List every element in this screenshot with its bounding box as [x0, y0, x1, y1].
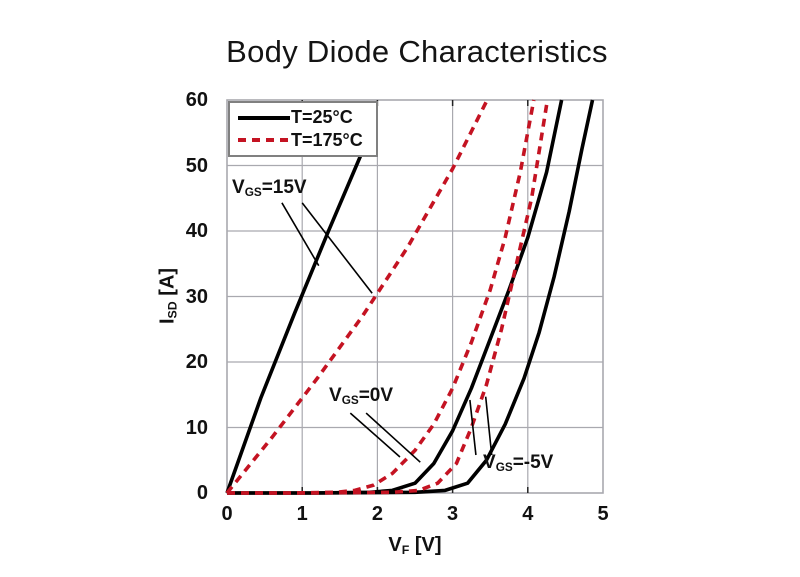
dashed-line-sample-icon [238, 138, 290, 143]
annotation-text: V [483, 452, 496, 473]
annotation-leader-vgs0-1 [365, 412, 421, 463]
x-tick-label-4: 4 [522, 503, 534, 525]
legend-entry-t175: T=175°C [238, 129, 376, 151]
x-tick-label-2: 2 [371, 503, 383, 525]
y-axis-label-symbol: I [156, 318, 179, 325]
annotation-vgs-minus5v: VGS=-5V [483, 452, 553, 474]
legend: T=25°C T=175°C [228, 101, 378, 157]
x-axis-label-unit: [V] [409, 534, 442, 556]
chart-title: Body Diode Characteristics [226, 34, 608, 69]
legend-label-t25: T=25°C [291, 107, 353, 128]
annotation-leader-vgs15-0 [281, 202, 320, 267]
x-tick-label-3: 3 [447, 503, 459, 525]
x-tick-label-0: 0 [221, 503, 233, 525]
annotation-subscript: GS [341, 393, 359, 407]
annotation-leader-vgs0-0 [349, 412, 401, 458]
y-tick-label-10: 10 [185, 416, 208, 439]
x-axis-label-subscript: F [401, 543, 410, 558]
annotation-leader-vgsm5-0 [469, 399, 477, 456]
x-axis-label-symbol: V [388, 534, 402, 556]
annotation-text: =15V [261, 177, 307, 198]
legend-entry-t25: T=25°C [238, 107, 376, 129]
y-tick-label-0: 0 [196, 482, 208, 504]
y-tick-label-20: 20 [185, 351, 208, 373]
annotation-vgs-15v: VGS=15V [232, 177, 307, 199]
x-tick-label-1: 1 [296, 503, 308, 525]
y-tick-label-30: 30 [185, 285, 208, 308]
solid-line-sample-icon [238, 115, 290, 120]
x-axis-label: VF [V] [227, 534, 603, 557]
annotation-text: V [232, 177, 245, 198]
series-curve-vgs-5-t175 [227, 99, 550, 495]
annotation-text: V [329, 385, 342, 406]
y-tick-label-60: 60 [185, 89, 208, 111]
annotation-text: =0V [358, 385, 394, 406]
series-curve-vgs15-t175 [225, 99, 489, 495]
annotation-subscript: GS [244, 185, 262, 199]
annotation-vgs-0v: VGS=0V [329, 385, 393, 407]
annotation-leader-vgsm5-1 [484, 396, 493, 456]
plot-area [225, 99, 604, 495]
annotation-leader-vgs15-1 [301, 202, 373, 294]
legend-label-t175: T=175°C [291, 129, 363, 150]
y-tick-label-40: 40 [185, 220, 208, 242]
series-curve-vgs15-t25 [225, 154, 363, 494]
y-tick-label-50: 50 [185, 154, 208, 177]
annotation-text: =-5V [512, 452, 554, 473]
x-tick-label-5: 5 [597, 503, 609, 525]
annotation-subscript: GS [495, 460, 513, 474]
